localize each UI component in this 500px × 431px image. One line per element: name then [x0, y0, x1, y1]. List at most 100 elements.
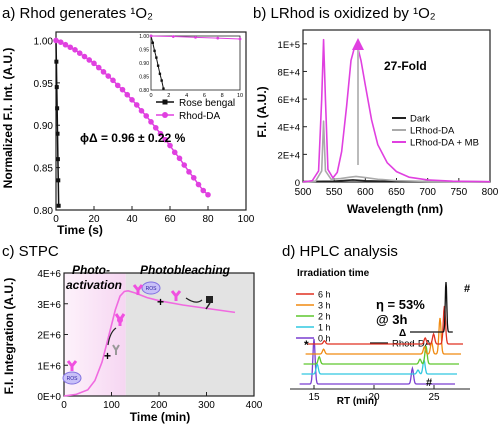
panel-c-title: c) STPC	[2, 243, 59, 260]
quencher-icon	[112, 344, 120, 355]
x-tick-label: 650	[388, 187, 405, 198]
y-tick-label: 1.00	[34, 36, 54, 47]
panel-a-annotation: ϕΔ = 0.96 ± 0.22 %	[80, 131, 186, 145]
x-tick-label: 60	[164, 214, 176, 225]
data-point	[72, 47, 78, 53]
panel-d-traces	[299, 281, 463, 385]
data-point	[55, 106, 60, 111]
inset-x-tick-label: 8	[221, 93, 224, 99]
panel-d-peak-label-hash-1: #	[464, 283, 470, 295]
x-tick-label: 600	[357, 187, 374, 198]
panel-d-peak-label-star: *	[304, 338, 309, 352]
x-tick-label: 0	[61, 400, 67, 411]
x-tick-label: 500	[295, 187, 312, 198]
molecule-icon	[66, 360, 78, 371]
panel-c-region-label-activation: Photo- activation	[66, 263, 122, 292]
data-point	[110, 77, 116, 84]
panel-d: d) HPLC analysis Irradiation time 6 h3 h…	[282, 243, 470, 407]
inset-data-point	[155, 56, 158, 59]
inset-y-tick-label: 0.80	[139, 88, 149, 94]
data-point	[186, 169, 192, 175]
panel-b-y-label: F.I. (A.U.)	[255, 86, 269, 137]
legend-label: Rhod-DA	[179, 111, 220, 122]
bleached-molecule-icon	[205, 296, 213, 310]
legend-marker	[162, 99, 168, 105]
panel-a-plot-frame	[55, 31, 247, 211]
panel-b-y-ticks: 0 2E+4 4E+4 6E+4 8E+4 1E+5	[278, 40, 307, 189]
svg-text:ROS: ROS	[67, 376, 79, 382]
x-tick-label: 15	[308, 392, 320, 403]
legend-label: LRhod-DA	[410, 126, 455, 137]
data-point	[171, 149, 178, 156]
inset-x-tick-label: 0	[149, 93, 152, 99]
x-tick-label: 25	[428, 392, 440, 403]
panel-a-series	[53, 37, 211, 208]
panel-a-inset: 0.80 0.85 0.90 0.95 1.00 0 2 4 6 8 10	[139, 34, 243, 99]
x-tick-label: 800	[482, 187, 499, 198]
data-point	[200, 187, 207, 194]
legend-label: Rose bengal	[179, 98, 235, 109]
series-line-2	[302, 38, 491, 183]
x-tick-label: 750	[450, 187, 467, 198]
panel-b-series	[302, 38, 491, 183]
panel-a-x-ticks: 0 20 40 60 80 100	[53, 206, 255, 225]
panel-a-x-label: Time (s)	[57, 223, 103, 237]
inset-data-point	[153, 49, 156, 53]
data-point	[167, 142, 173, 149]
legend-label: 3 h	[318, 301, 331, 311]
data-point	[157, 130, 164, 137]
data-point	[62, 41, 69, 48]
y-tick-label: 0.85	[34, 164, 54, 175]
inset-data-point	[171, 35, 175, 38]
panel-a-y-label: Normalized F.I. Int. (A.U.)	[1, 48, 15, 189]
x-tick-label: 20	[368, 392, 380, 403]
y-tick-label: 6E+4	[278, 95, 300, 106]
data-point	[105, 73, 112, 79]
legend-marker	[162, 112, 168, 118]
x-tick-label: 200	[151, 400, 168, 411]
panel-d-x-axis: 15 20 25	[290, 385, 470, 403]
data-point	[95, 64, 102, 71]
molecule-icon	[132, 284, 144, 295]
inset-data-point	[216, 36, 220, 40]
series-line-1	[302, 120, 491, 183]
y-tick-label: 8E+4	[278, 67, 300, 78]
panel-d-annotation: η = 53% @ 3h	[376, 297, 428, 327]
inset-x-tick-label: 4	[185, 93, 188, 99]
data-point	[67, 44, 74, 51]
y-tick-label: 0	[295, 178, 300, 189]
y-tick-label: 4E+6	[37, 269, 61, 280]
y-tick-label: 1E+6	[37, 361, 61, 372]
legend-label: 1 h	[318, 323, 331, 333]
data-point	[205, 191, 211, 198]
y-tick-label: 0.90	[34, 121, 54, 132]
legend-label: Dark	[410, 114, 430, 125]
ros-cloud-icon: ROS	[141, 281, 161, 295]
molecule-icon	[114, 313, 126, 326]
series-line-0	[55, 40, 60, 206]
inset-y-tick-label: 0.90	[139, 61, 149, 67]
data-point	[53, 37, 59, 44]
data-point	[54, 59, 59, 64]
inset-data-point	[194, 35, 197, 39]
data-point	[81, 53, 88, 60]
panel-d-title: d) HPLC analysis	[282, 243, 398, 260]
panel-b: b) LRhod is oxidized by ¹O₂ 0 2E+4 4E+4 6E+…	[253, 5, 499, 216]
data-point	[138, 108, 145, 114]
panel-d-x-label: RT (min)	[337, 396, 378, 407]
data-point	[190, 174, 197, 181]
data-point	[119, 86, 126, 93]
arrow-icon	[185, 297, 203, 303]
data-point	[57, 39, 64, 45]
x-tick-label: 700	[419, 187, 436, 198]
inset-data-point	[149, 34, 153, 38]
inset-axes-box	[150, 35, 241, 91]
molecule-icon	[170, 290, 182, 301]
x-tick-label: 300	[198, 400, 215, 411]
inset-data-point	[156, 64, 160, 67]
x-tick-label: 550	[326, 187, 343, 198]
y-tick-label: 2E+4	[278, 150, 300, 161]
inset-y-tick-label: 0.85	[139, 75, 149, 81]
inset-y-tick-label: 0.95	[139, 48, 149, 54]
